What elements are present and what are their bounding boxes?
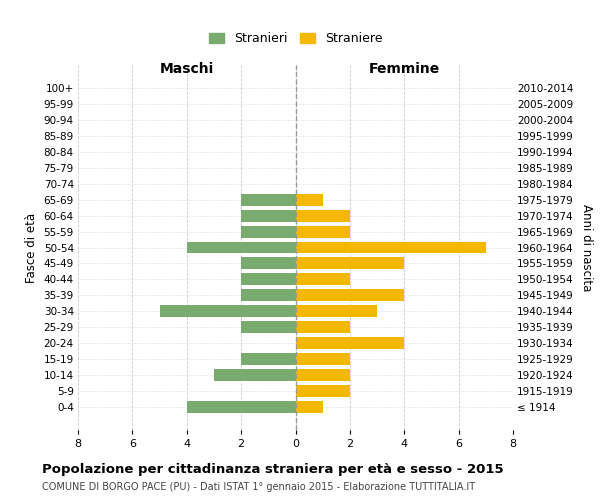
Bar: [296, 274, 350, 285]
Bar: [241, 210, 296, 222]
Bar: [187, 402, 296, 413]
Bar: [241, 322, 296, 334]
Bar: [296, 402, 323, 413]
Bar: [241, 226, 296, 237]
Text: Popolazione per cittadinanza straniera per età e sesso - 2015: Popolazione per cittadinanza straniera p…: [42, 462, 503, 475]
Bar: [241, 258, 296, 270]
Text: Femmine: Femmine: [368, 62, 440, 76]
Bar: [296, 210, 350, 222]
Bar: [296, 242, 486, 254]
Bar: [241, 274, 296, 285]
Bar: [296, 194, 323, 205]
Bar: [241, 354, 296, 366]
Bar: [296, 306, 377, 318]
Bar: [296, 226, 350, 237]
Y-axis label: Fasce di età: Fasce di età: [25, 212, 38, 282]
Bar: [296, 354, 350, 366]
Text: COMUNE DI BORGO PACE (PU) - Dati ISTAT 1° gennaio 2015 - Elaborazione TUTTITALIA: COMUNE DI BORGO PACE (PU) - Dati ISTAT 1…: [42, 482, 475, 492]
Bar: [296, 338, 404, 349]
Text: Maschi: Maschi: [160, 62, 214, 76]
Bar: [214, 370, 296, 382]
Bar: [296, 386, 350, 398]
Y-axis label: Anni di nascita: Anni di nascita: [580, 204, 593, 291]
Bar: [296, 290, 404, 302]
Legend: Stranieri, Straniere: Stranieri, Straniere: [204, 28, 387, 50]
Bar: [187, 242, 296, 254]
Bar: [160, 306, 296, 318]
Bar: [296, 322, 350, 334]
Bar: [241, 194, 296, 205]
Bar: [241, 290, 296, 302]
Bar: [296, 370, 350, 382]
Bar: [296, 258, 404, 270]
